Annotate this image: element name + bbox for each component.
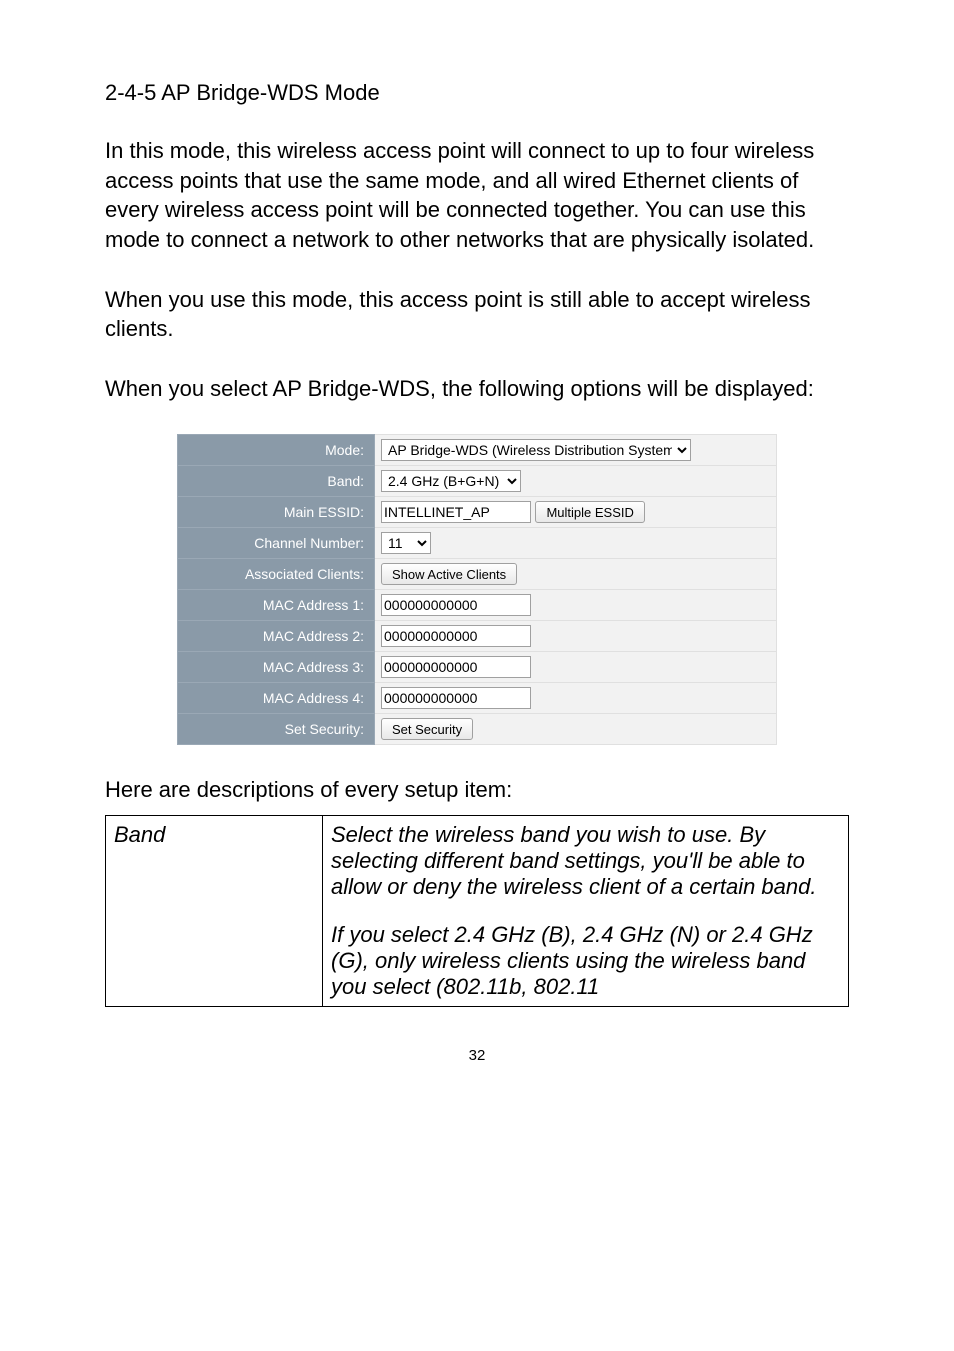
multiple-essid-button[interactable]: Multiple ESSID [535,501,644,523]
mac4-input[interactable] [381,687,531,709]
set-security-label: Set Security: [178,714,375,745]
show-active-clients-button[interactable]: Show Active Clients [381,563,517,585]
main-essid-label: Main ESSID: [178,496,375,528]
mac1-input[interactable] [381,594,531,616]
main-essid-input[interactable] [381,501,531,523]
desc-def-band-p2: If you select 2.4 GHz (B), 2.4 GHz (N) o… [331,922,840,1000]
desc-intro: Here are descriptions of every setup ite… [105,775,849,805]
mac1-label: MAC Address 1: [178,590,375,621]
set-security-button[interactable]: Set Security [381,718,473,740]
section-heading: 2-4-5 AP Bridge-WDS Mode [105,80,849,106]
paragraph-2: When you use this mode, this access poin… [105,285,849,344]
mac3-input[interactable] [381,656,531,678]
description-table: Band Select the wireless band you wish t… [105,815,849,1007]
desc-def-band-p1: Select the wireless band you wish to use… [331,822,840,900]
channel-select[interactable]: 11 [381,532,431,554]
channel-label: Channel Number: [178,528,375,559]
paragraph-3: When you select AP Bridge-WDS, the follo… [105,374,849,404]
paragraph-1: In this mode, this wireless access point… [105,136,849,255]
associated-clients-label: Associated Clients: [178,559,375,590]
desc-term-band: Band [106,816,323,1007]
settings-form-table: Mode: AP Bridge-WDS (Wireless Distributi… [177,434,777,746]
page-number: 32 [105,1047,849,1064]
desc-def-band: Select the wireless band you wish to use… [323,816,849,1007]
mac2-label: MAC Address 2: [178,621,375,652]
mac4-label: MAC Address 4: [178,683,375,714]
mac3-label: MAC Address 3: [178,652,375,683]
mac2-input[interactable] [381,625,531,647]
band-label: Band: [178,465,375,496]
mode-select[interactable]: AP Bridge-WDS (Wireless Distribution Sys… [381,439,691,461]
band-select[interactable]: 2.4 GHz (B+G+N) [381,470,521,492]
mode-label: Mode: [178,434,375,465]
